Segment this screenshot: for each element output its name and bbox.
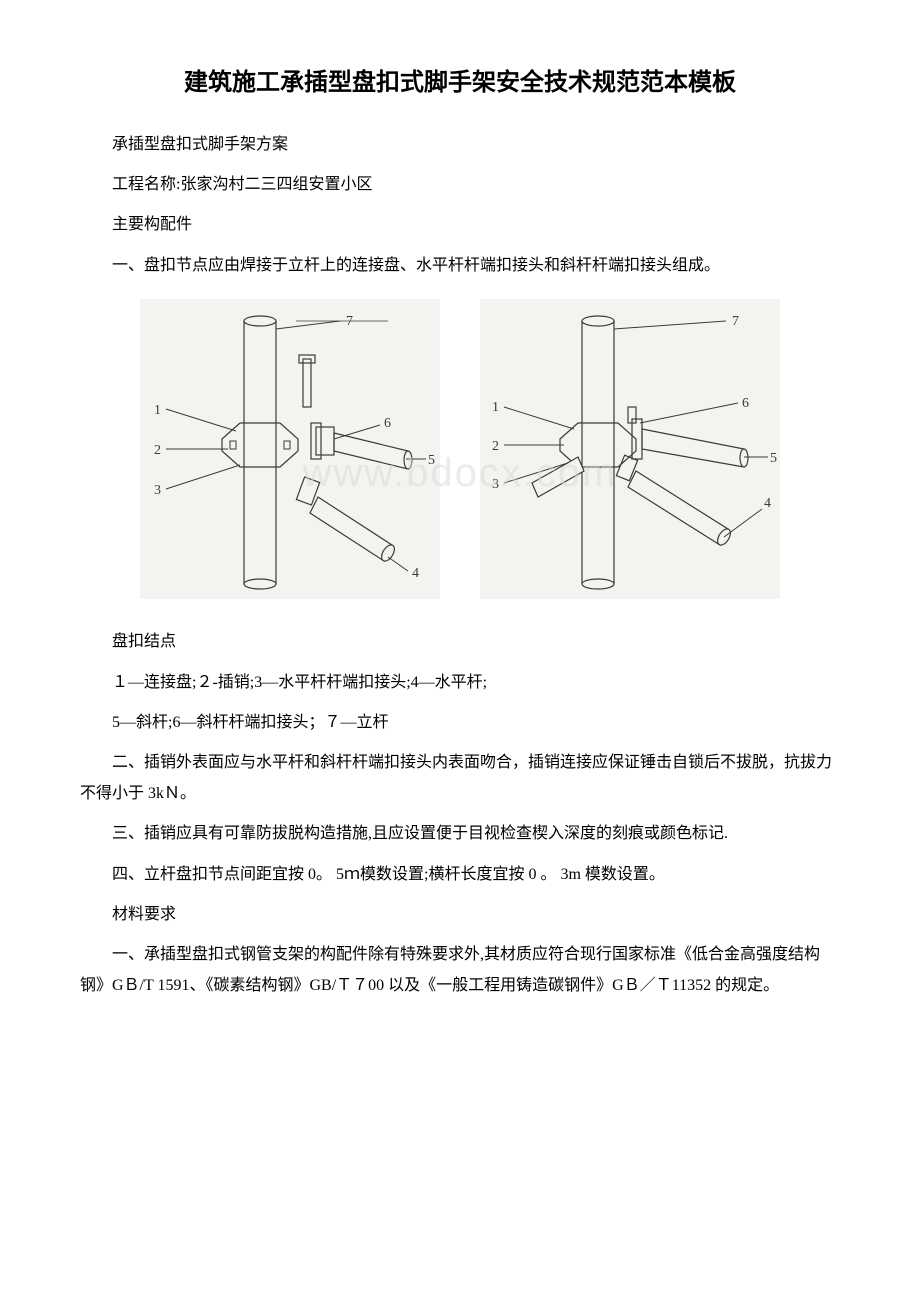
diagram-left: 1 2 3 4 5 6 7 <box>140 299 440 599</box>
figure-label: 6 <box>742 396 749 411</box>
figure-label: 2 <box>492 439 499 454</box>
paragraph: 盘扣结点 <box>80 627 840 657</box>
paragraph: 二、插销外表面应与水平杆和斜杆杆端扣接头内表面吻合，插销连接应保证锤击自锁后不拔… <box>80 748 840 809</box>
figure-label: 3 <box>154 483 161 498</box>
page-title: 建筑施工承插型盘扣式脚手架安全技术规范范本模板 <box>80 60 840 106</box>
figure-label: 3 <box>492 477 499 492</box>
figure-label: 5 <box>428 453 435 468</box>
paragraph: 四、立杆盘扣节点间距宜按 0。 5ｍ模数设置;横杆长度宜按 0 。 3m 模数设… <box>80 860 840 890</box>
figure-label: 1 <box>492 400 499 415</box>
figure-label: 4 <box>764 496 771 511</box>
paragraph: 一、承插型盘扣式钢管支架的构配件除有特殊要求外,其材质应符合现行国家标准《低合金… <box>80 940 840 1001</box>
figure-label: 1 <box>154 403 161 418</box>
figure-label: 7 <box>346 314 353 329</box>
paragraph: 5—斜杆;6—斜杆杆端扣接头；７—立杆 <box>80 708 840 738</box>
paragraph: １—连接盘;２-插销;3—水平杆杆端扣接头;4—水平杆; <box>80 668 840 698</box>
paragraph: 承插型盘扣式脚手架方案 <box>80 130 840 160</box>
figure-label: 4 <box>412 566 419 581</box>
paragraph: 材料要求 <box>80 900 840 930</box>
diagram-figure: 1 2 3 4 5 6 7 1 2 <box>80 299 840 599</box>
paragraph: 三、插销应具有可靠防拔脱构造措施,且应设置便于目视检查楔入深度的刻痕或颜色标记. <box>80 819 840 849</box>
paragraph: 主要构配件 <box>80 210 840 240</box>
diagram-right: 1 2 3 4 5 6 7 <box>480 299 780 599</box>
figure-label: 7 <box>732 314 739 329</box>
paragraph: 工程名称:张家沟村二三四组安置小区 <box>80 170 840 200</box>
figure-label: 6 <box>384 416 391 431</box>
paragraph: 一、盘扣节点应由焊接于立杆上的连接盘、水平杆杆端扣接头和斜杆杆端扣接头组成。 <box>80 251 840 281</box>
figure-label: 5 <box>770 451 777 466</box>
figure-label: 2 <box>154 443 161 458</box>
